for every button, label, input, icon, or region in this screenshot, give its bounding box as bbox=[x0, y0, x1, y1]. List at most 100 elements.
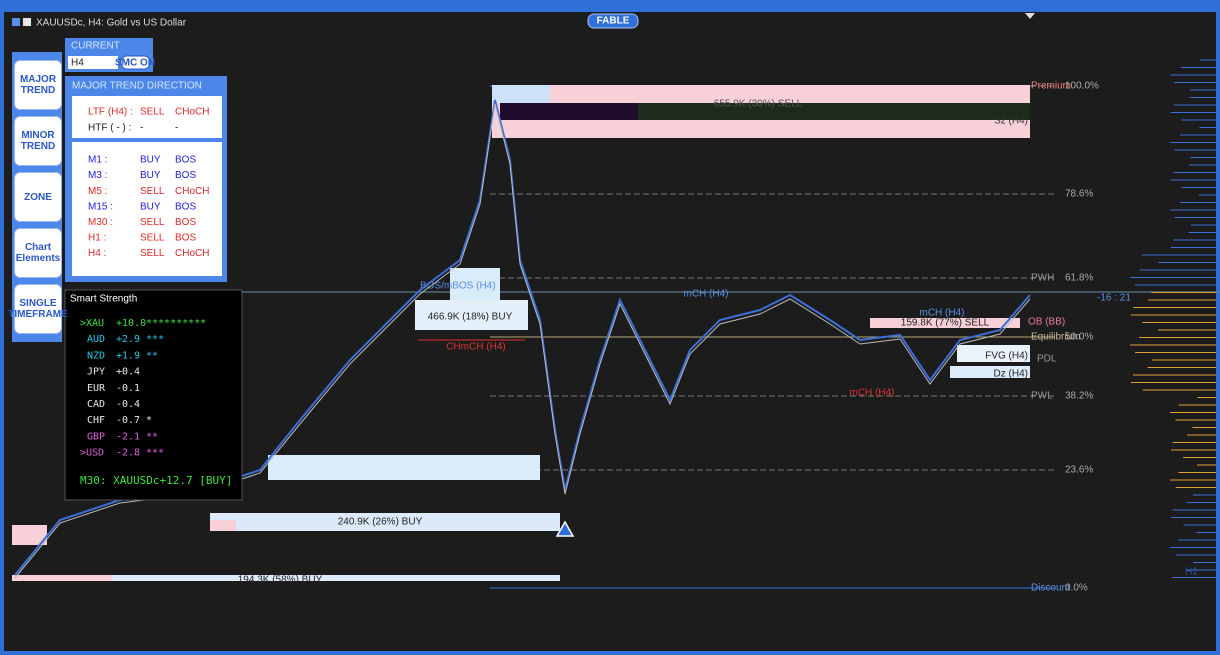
buy-zone bbox=[415, 300, 528, 330]
tf-tag: H1 bbox=[1185, 567, 1198, 578]
buy-zone bbox=[450, 268, 500, 300]
window-title: XAUUSDc, H4: Gold vs US Dollar bbox=[36, 18, 187, 29]
strength-symbol: AUD bbox=[87, 334, 105, 345]
trend-signal: SELL bbox=[140, 217, 165, 228]
zone-label: 655.9K (30%) SELL bbox=[714, 99, 803, 110]
level-name: PWH bbox=[1031, 273, 1054, 284]
strength-symbol: NZD bbox=[87, 350, 105, 361]
menu-button[interactable]: Chart Elements bbox=[14, 228, 62, 278]
panel-title: Smart Strength bbox=[70, 294, 137, 305]
zone-part bbox=[12, 575, 112, 581]
strength-stars: ** bbox=[146, 350, 158, 361]
strength-symbol: GBP bbox=[87, 431, 105, 442]
dropdown[interactable] bbox=[68, 56, 118, 69]
strength-panel bbox=[64, 289, 243, 501]
level-name: Equilibrium bbox=[1031, 332, 1080, 343]
level-label: 23.6% bbox=[1065, 465, 1093, 476]
trend-structure: BOS bbox=[175, 155, 196, 166]
zone-part bbox=[500, 103, 638, 120]
level-label: 38.2% bbox=[1065, 391, 1093, 402]
strength-value: -0.4 bbox=[116, 399, 140, 410]
level-label: 0.0% bbox=[1065, 583, 1088, 594]
panel-title: MAJOR TREND DIRECTION bbox=[72, 81, 202, 92]
zone-label: Dz (H4) bbox=[994, 369, 1028, 380]
level-label: 78.6% bbox=[1065, 189, 1093, 200]
tab-label[interactable]: FABLE bbox=[597, 16, 630, 27]
trend-signal: - bbox=[140, 123, 143, 134]
strength-footer: M30: XAUUSDc+12.7 [BUY] bbox=[80, 474, 232, 487]
trend-label: LTF (H4) : bbox=[88, 107, 133, 118]
trend-tf: H1 : bbox=[88, 233, 106, 244]
trend-structure: CHoCH bbox=[175, 186, 209, 197]
trend-signal: SELL bbox=[140, 248, 165, 259]
trend-structure: BOS bbox=[175, 201, 196, 212]
strength-value: +10.0 bbox=[116, 318, 146, 329]
trend-structure: BOS bbox=[175, 233, 196, 244]
tag: mCH (H4) bbox=[920, 308, 965, 319]
buy-zone bbox=[12, 575, 560, 581]
sell-zone bbox=[870, 318, 1020, 328]
zone-part bbox=[492, 85, 550, 103]
price-path bbox=[14, 99, 1031, 576]
trend-tf: M1 : bbox=[88, 155, 107, 166]
smc-button[interactable] bbox=[120, 55, 151, 70]
menu-button[interactable]: MINOR TREND bbox=[14, 116, 62, 166]
panel-box bbox=[72, 96, 222, 138]
level-label: 61.8% bbox=[1065, 273, 1093, 284]
trend-structure: CHoCH bbox=[175, 107, 209, 118]
menu-button[interactable]: MAJOR TREND bbox=[14, 60, 62, 110]
buy-zone bbox=[210, 513, 560, 531]
trend-structure: BOS bbox=[175, 217, 196, 228]
tag: mCH (H4) bbox=[850, 388, 895, 399]
strength-value: +1.9 bbox=[116, 350, 140, 361]
trend-tf: M30 : bbox=[88, 217, 113, 228]
level-label: 50.0% bbox=[1065, 332, 1093, 343]
menu-button[interactable]: ZONE bbox=[14, 172, 62, 222]
panel-box bbox=[72, 142, 222, 276]
trend-signal: BUY bbox=[140, 155, 161, 166]
strength-value: -0.7 bbox=[116, 415, 140, 426]
strength-value: +2.9 bbox=[116, 334, 140, 345]
menu-button[interactable]: SINGLE TIMEFRAME bbox=[8, 284, 68, 334]
trend-tf: M15 : bbox=[88, 201, 113, 212]
strength-stars: *** bbox=[146, 448, 164, 459]
zone-part bbox=[638, 103, 1030, 120]
zone-label: OB (BB) bbox=[1028, 317, 1065, 328]
strength-symbol: JPY bbox=[87, 367, 105, 378]
smc-label[interactable]: SMC ON bbox=[115, 58, 155, 69]
strength-value: -2.1 bbox=[116, 431, 140, 442]
zone-label: 466.9K (18%) BUY bbox=[428, 312, 513, 323]
icon bbox=[12, 18, 20, 26]
zone-label: Sz (H4) bbox=[994, 116, 1028, 127]
strength-symbol: CHF bbox=[87, 415, 105, 426]
strength-stars: * bbox=[146, 415, 152, 426]
level-name: Discount bbox=[1031, 583, 1070, 594]
tag: mCH (H4) bbox=[684, 289, 729, 300]
strength-value: -2.8 bbox=[116, 448, 140, 459]
timer: -16 : 21 bbox=[1097, 293, 1131, 304]
zone-part bbox=[12, 525, 47, 545]
strength-stars: ********** bbox=[146, 318, 206, 329]
indicator bbox=[1025, 13, 1035, 19]
demand-zone bbox=[950, 366, 1030, 378]
strength-stars: *** bbox=[146, 334, 164, 345]
level-label: 100.0% bbox=[1065, 81, 1099, 92]
trend-signal: BUY bbox=[140, 201, 161, 212]
tab[interactable] bbox=[587, 13, 639, 29]
trend-signal: SELL bbox=[140, 107, 165, 118]
icon bbox=[23, 18, 31, 26]
strength-symbol: >USD bbox=[80, 448, 104, 459]
price-path bbox=[14, 103, 1031, 579]
tag: CHmCH (H4) bbox=[446, 342, 505, 353]
zone-label: FVG (H4) bbox=[985, 351, 1028, 362]
trend-structure: - bbox=[175, 123, 178, 134]
marker bbox=[555, 520, 575, 537]
strength-symbol: CAD bbox=[87, 399, 105, 410]
zone-label: 159.8K (77%) SELL bbox=[901, 318, 990, 329]
dropdown-value[interactable]: H4 bbox=[71, 58, 84, 69]
trend-signal: SELL bbox=[140, 186, 165, 197]
trend-tf: M3 : bbox=[88, 170, 107, 181]
zone-part bbox=[210, 520, 236, 531]
level-name: Premium bbox=[1031, 81, 1071, 92]
zone-label: 240.9K (26%) BUY bbox=[338, 517, 423, 528]
